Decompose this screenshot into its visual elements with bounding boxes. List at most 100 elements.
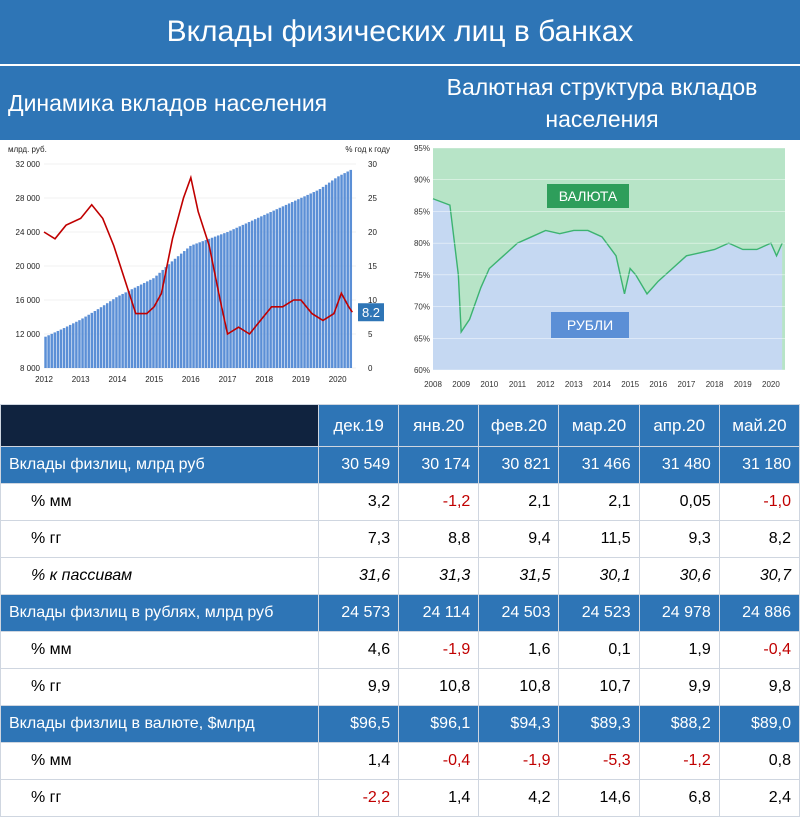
x-tick-label: 2019 [734,380,752,389]
y-tick-label-left: 28 000 [16,194,41,203]
deposit-bar [186,248,189,368]
y-tick-label-right: 20 [368,228,377,237]
table-cell: 1,4 [398,779,480,817]
row-label: % гг [0,779,319,817]
table-cell: 2,1 [478,483,560,521]
deposit-bar [201,241,205,368]
deposit-bar [269,212,272,368]
x-tick-label: 2008 [424,380,442,389]
row-label: Вклады физлиц, млрд руб [0,446,319,484]
y-tick-label-right: 25 [368,194,377,203]
table-row: % к пассивам 31,6 31,3 31,5 30,1 30,6 30,7 [0,557,800,595]
table-cell: -2,2 [317,779,400,817]
deposit-bar [90,312,94,368]
deposit-bar [229,230,232,368]
table-cell: $96,5 [317,705,400,743]
ruble-label: РУБЛИ [567,317,613,333]
table-cell: 31,6 [317,557,400,595]
deposit-bar [349,169,353,368]
x-tick-label: 2020 [329,375,347,384]
table-cell: 30,7 [718,557,800,595]
table-cell: 6,8 [638,779,720,817]
table-cell: $89,0 [718,705,800,743]
deposit-bar [327,182,331,368]
table-cell: 24 114 [398,594,480,632]
table-cell: -1,0 [718,483,800,521]
deposit-bar [213,236,217,368]
x-tick-label: 2014 [109,375,127,384]
deposit-bar [179,253,183,368]
x-tick-label: 2015 [145,375,163,384]
deposit-bar [198,242,201,368]
deposit-bar [164,267,168,368]
table-cell: 0,05 [638,483,720,521]
y-tick-label: 85% [414,207,430,216]
row-label: % мм [0,631,319,669]
x-tick-label: 2009 [452,380,470,389]
y-tick-label-left: 32 000 [16,160,41,169]
row-label: % гг [0,520,319,558]
deposit-bar [272,210,275,368]
table-cell: 2,4 [718,779,800,817]
deposit-bar [294,200,297,368]
y-tick-label: 70% [414,303,430,312]
table-cell: $94,3 [478,705,560,743]
y-tick-label-left: 8 000 [20,364,41,373]
table-cell: 9,9 [317,668,400,706]
deposit-bar [72,323,75,368]
deposit-bar [247,222,251,368]
deposit-bar [59,329,63,368]
table-cell: 14,6 [558,779,640,817]
table-cell: 8,2 [718,520,800,558]
row-label: Вклады физлиц в валюте, $млрд [0,705,319,743]
table-cell: -0,4 [718,631,800,669]
table-cell: 31,5 [478,557,560,595]
deposit-bar [207,238,211,368]
deposit-bar [142,282,146,368]
deposit-bar [216,235,220,368]
table-row: Вклады физлиц, млрд руб 30 549 30 174 30 82… [0,446,800,484]
deposit-bar [183,251,186,368]
deposit-bar [223,233,226,368]
row-label: % гг [0,668,319,706]
deposit-bar [105,303,109,368]
right-chart-heading: Валютная структура вкладов населения [404,66,800,140]
x-tick-label: 2014 [593,380,611,389]
deposit-bar [220,234,223,368]
deposit-bar [297,199,300,368]
table-corner [0,404,319,447]
table-row: Вклады физлиц в валюте, $млрд $96,5 $96,1 $… [0,705,800,743]
deposit-bar [115,297,118,368]
table-cell: $89,3 [558,705,640,743]
deposit-bar [78,320,81,368]
deposit-bar [324,184,328,368]
deposit-bar [68,324,72,368]
table-cell: 24 978 [638,594,720,632]
deposit-bar [87,314,90,368]
y-tick-label: 80% [414,239,430,248]
deposit-bar [96,309,100,368]
deposit-bar [287,203,291,368]
column-header: май.20 [718,404,800,447]
deposit-bar [47,335,50,368]
deposit-bar [343,173,346,368]
deposit-bar [102,305,106,368]
table-cell: 2,1 [558,483,640,521]
deposit-bar [281,206,285,368]
deposits-table: дек.19 янв.20 фев.20 мар.20 апр.20 май.2… [0,404,800,817]
deposit-bar [136,286,140,368]
deposit-bar [62,328,66,368]
table-cell: 24 573 [317,594,400,632]
deposit-bar [149,279,152,368]
table-cell: 9,8 [718,668,800,706]
column-header: мар.20 [558,404,640,447]
y-tick-label-left: 16 000 [16,296,41,305]
table-cell: 8,8 [398,520,480,558]
table-cell: 24 886 [718,594,800,632]
x-tick-label: 2016 [649,380,667,389]
table-cell: 1,4 [317,742,400,780]
last-value-label: 8.2 [362,305,380,320]
table-row: % гг 7,3 8,8 9,4 11,5 9,3 8,2 [0,520,800,558]
deposit-bar [278,207,282,368]
deposit-bar [167,264,171,368]
